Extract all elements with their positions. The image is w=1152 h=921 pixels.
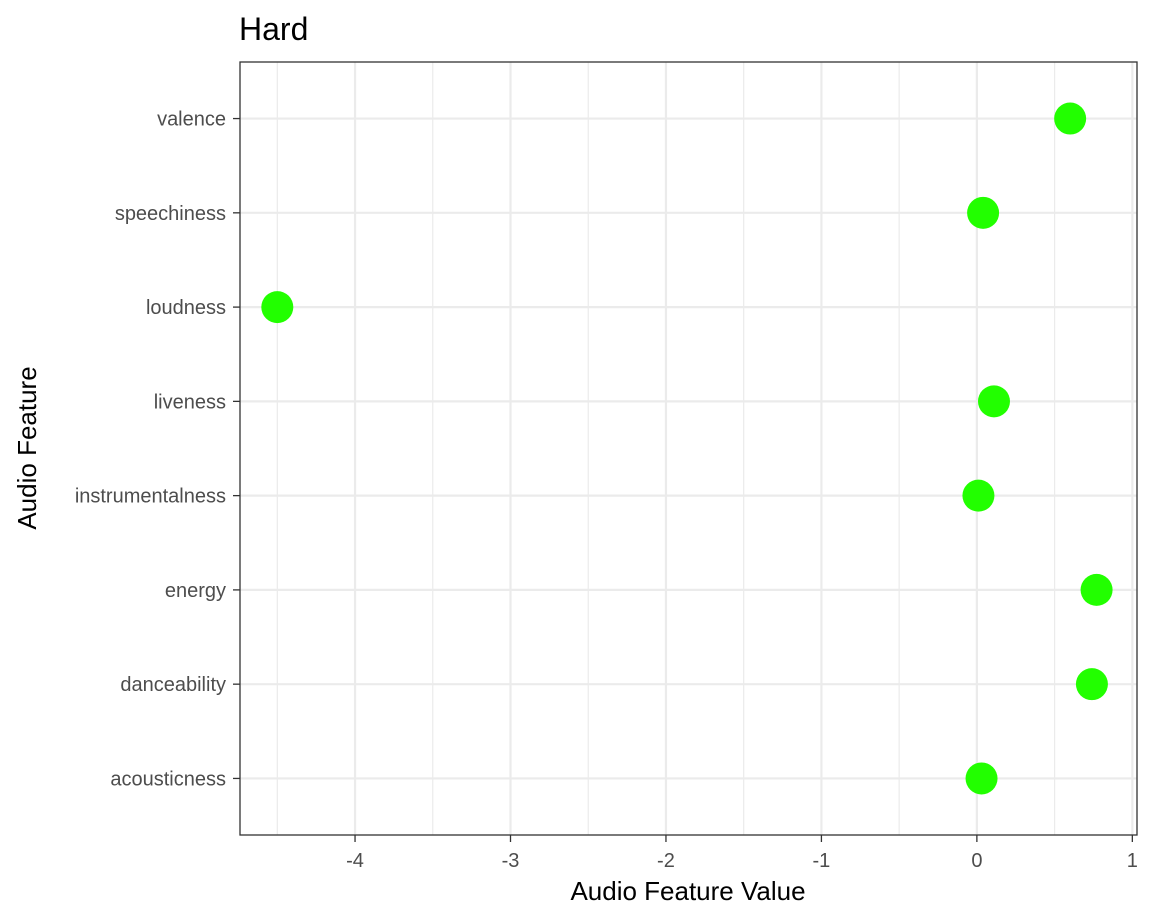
x-tick-label: 1 <box>1127 850 1138 872</box>
x-tick-label: -2 <box>657 850 675 872</box>
y-axis-title: Audio Feature <box>12 366 42 529</box>
data-point-speechiness <box>967 196 1000 229</box>
x-axis: -4 -3 -2 -1 0 1 <box>346 835 1138 872</box>
y-tick-label-energy: energy <box>165 580 226 602</box>
data-point-danceability <box>1075 668 1108 701</box>
data-point-energy <box>1080 573 1113 606</box>
plot-panel <box>240 62 1137 835</box>
data-point-acousticness <box>965 762 998 795</box>
data-point-valence <box>1054 102 1087 135</box>
y-tick-label-liveness: liveness <box>154 391 226 413</box>
x-tick-label: 0 <box>971 850 982 872</box>
data-point-instrumentalness <box>962 479 995 512</box>
y-tick-label-acousticness: acousticness <box>110 768 226 790</box>
y-tick-label-loudness: loudness <box>146 297 226 319</box>
y-tick-label-danceability: danceability <box>120 674 226 696</box>
y-tick-label-speechiness: speechiness <box>115 203 226 225</box>
y-axis: acousticness danceability energy instrument… <box>75 109 240 790</box>
x-tick-label: -4 <box>346 850 364 872</box>
x-tick-label: -1 <box>813 850 831 872</box>
minor-gridlines <box>276 62 1056 835</box>
x-tick-label: -3 <box>502 850 520 872</box>
plot-border <box>239 61 1138 836</box>
data-point-loudness <box>261 291 294 324</box>
y-tick-label-instrumentalness: instrumentalness <box>75 486 226 508</box>
y-tick-label-valence: valence <box>157 109 226 131</box>
chart-title: Hard <box>239 11 308 47</box>
x-axis-title: Audio Feature Value <box>570 876 805 906</box>
data-points <box>261 102 1113 795</box>
data-point-liveness <box>977 385 1010 418</box>
